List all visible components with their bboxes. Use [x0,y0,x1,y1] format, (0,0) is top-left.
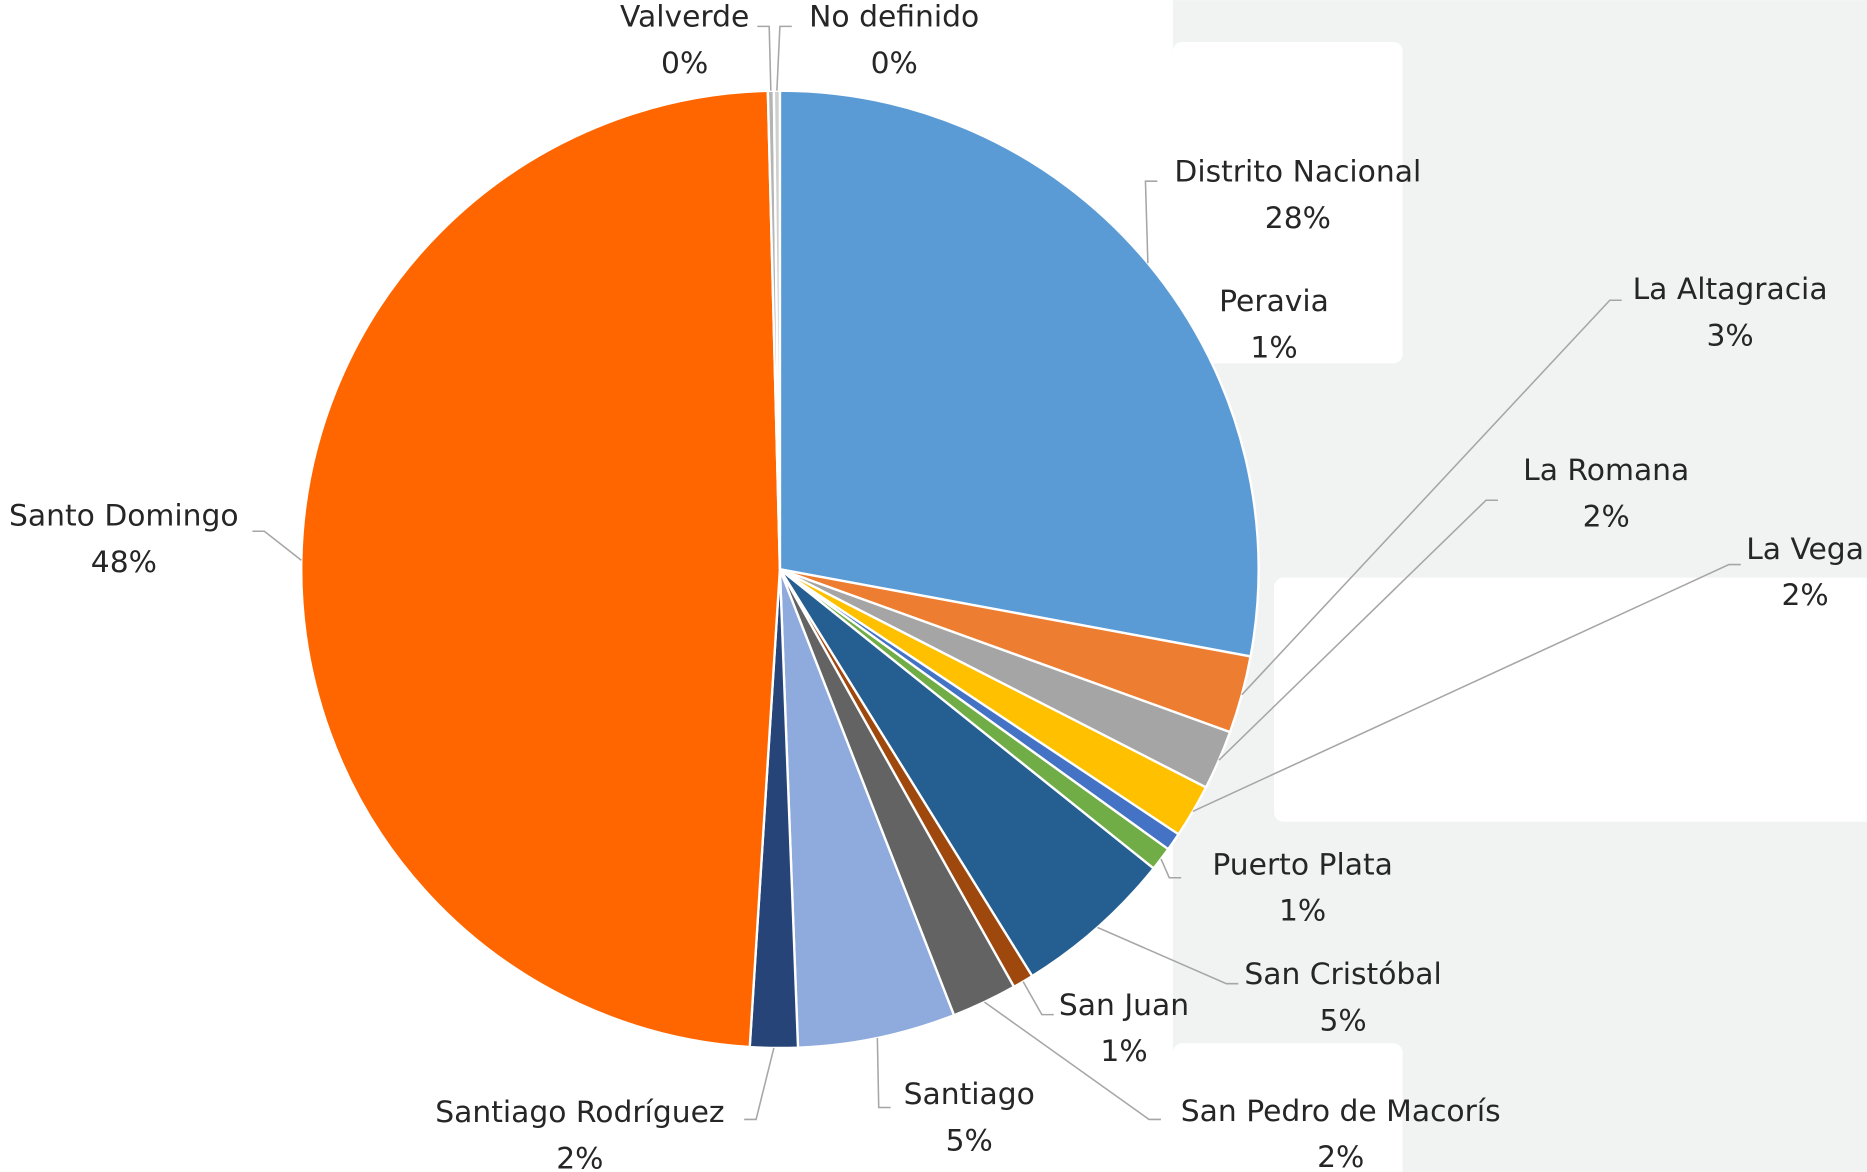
leader-line [1160,858,1182,879]
pie-slice [778,568,1156,978]
slice-label: Peravia [1219,284,1329,319]
leader-line [252,530,302,561]
slice-label: La Vega [1746,532,1864,567]
slice-value-label: 2% [1317,1140,1364,1172]
data-labels: Distrito Nacional 28% La Altagracia 3% La Ro… [9,0,1864,1172]
slice-label: La Romana [1523,453,1689,488]
leader-line [1022,981,1054,1016]
slice-value-label: 2% [1781,578,1828,613]
leader-line [1218,499,1498,761]
slice-label: Valverde [620,0,749,35]
slice-label: No definido [809,0,979,35]
slice-label: La Altagracia [1633,272,1828,307]
pie-slice [772,89,782,570]
slice-label: Santiago [904,1077,1035,1112]
slice-value-label: 2% [1583,500,1630,535]
slice-label: San Cristóbal [1244,957,1441,992]
slice-value-label: 0% [871,46,918,81]
leader-line [876,1037,891,1109]
leader-line [984,1001,1161,1121]
slice-label: Distrito Nacional [1174,154,1421,189]
panel [1274,577,1867,822]
pie [300,89,1260,1050]
slice-value-label: 48% [91,545,157,580]
slice-label: Santo Domingo [9,498,239,533]
leader-line [1241,299,1622,696]
leader-line [757,25,772,91]
leader-line [1192,563,1741,812]
leader-line [744,1047,775,1121]
leader-line [1144,180,1158,264]
slice-label: Puerto Plata [1212,847,1392,882]
slice-label: San Juan [1059,988,1189,1023]
slice-value-label: 28% [1265,201,1331,236]
pie-slice [300,89,782,1049]
panel [1172,1043,1403,1172]
background-panels [1143,0,1867,1172]
leader-line [1097,926,1239,985]
pie-slice [778,568,956,1049]
leader-line [776,25,792,91]
slice-value-label: 1% [1279,894,1326,929]
slice-label: Santiago Rodríguez [435,1095,724,1130]
slice-value-label: 5% [1319,1003,1366,1038]
slice-value-label: 3% [1706,319,1753,354]
slice-value-label: 1% [1100,1034,1147,1069]
slice-label: San Pedro de Macorís [1181,1094,1501,1129]
slice-value-label: 0% [661,46,708,81]
panel [1172,41,1403,364]
slice-value-label: 5% [946,1124,993,1159]
pie-slice [778,89,1260,658]
slice-value-label: 2% [556,1141,603,1172]
slice-value-label: 1% [1250,331,1297,366]
